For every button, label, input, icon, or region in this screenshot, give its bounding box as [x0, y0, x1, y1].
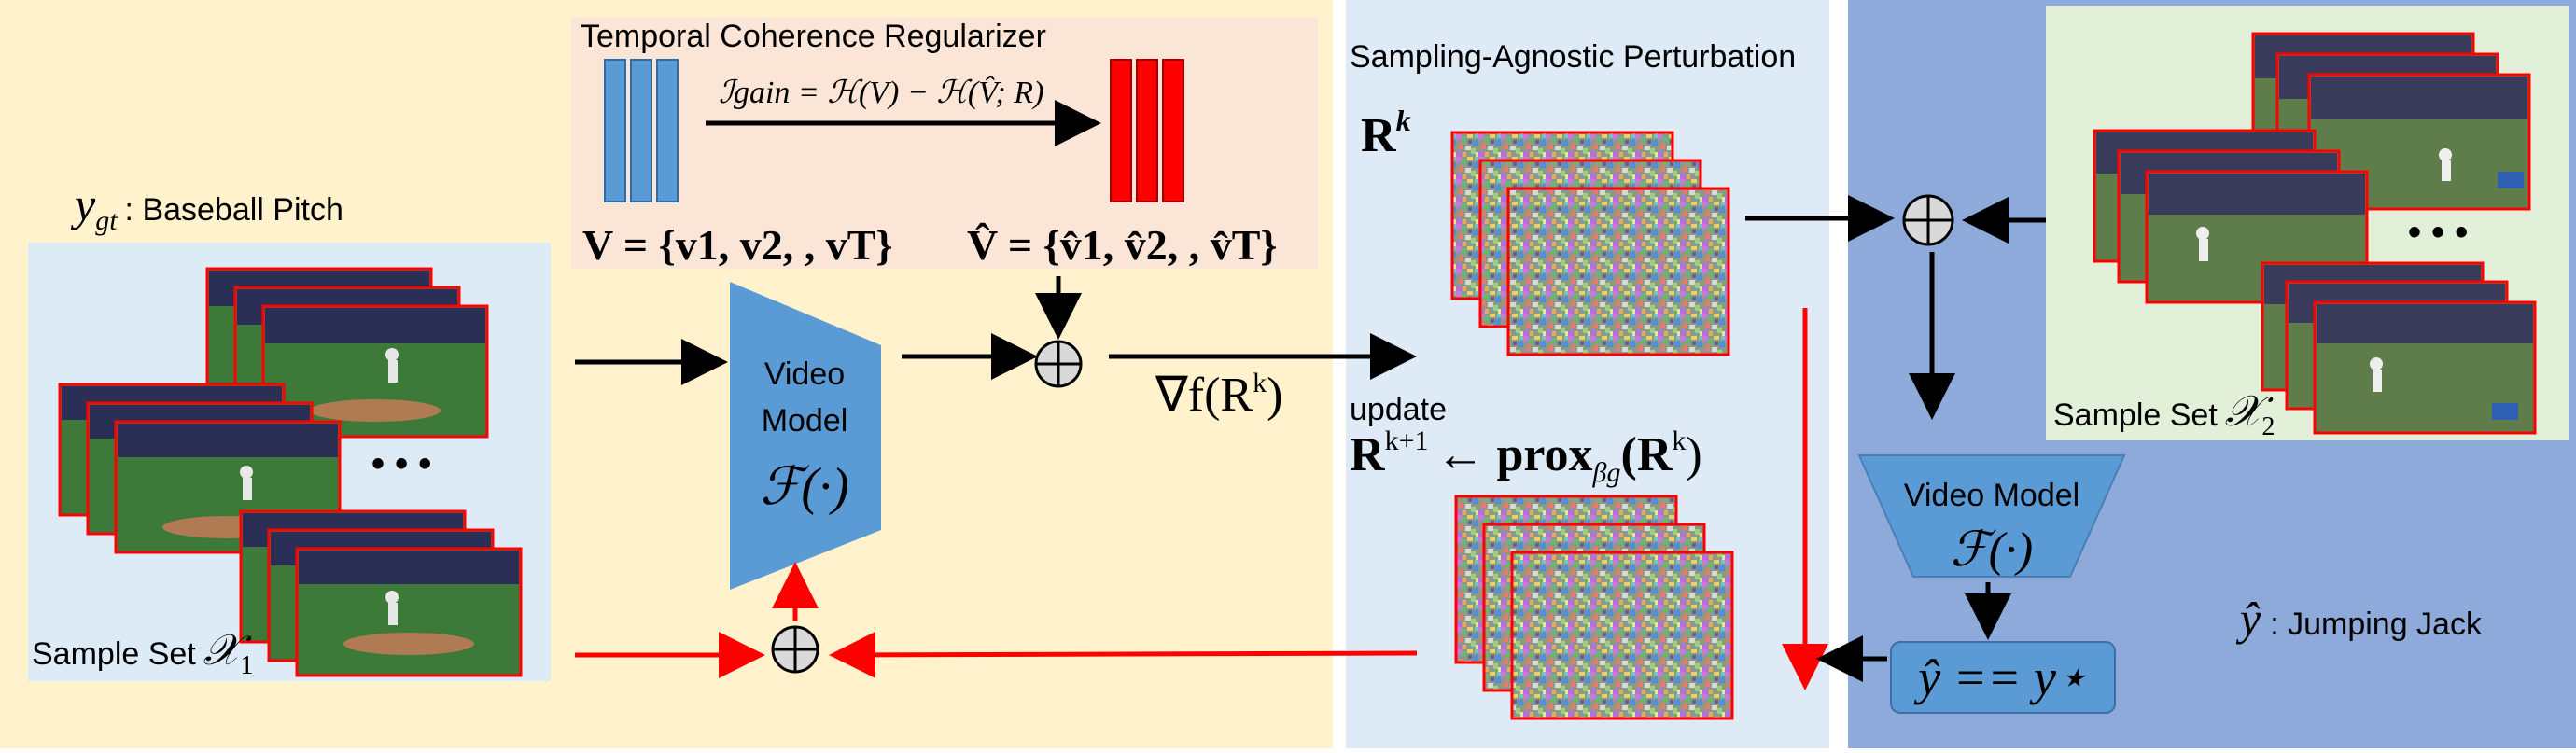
- video-model-left-line2: Model: [762, 403, 848, 439]
- sample-set-2-label: Sample Set 𝒳2: [2053, 387, 2275, 441]
- video-model-right-symbol: ℱ(·): [1951, 523, 2034, 577]
- perturbation-symbol: Rk: [1361, 104, 1411, 162]
- prediction-check: ŷ == y⋆: [1913, 649, 2088, 705]
- frame-stack-b: [58, 383, 342, 554]
- clean-feature-bars: [604, 59, 679, 202]
- video-model-right: [1857, 454, 2126, 578]
- gradient-label: ∇f(Rk): [1155, 368, 1282, 422]
- ellipsis-2: • • •: [2408, 212, 2468, 253]
- video-model-right-line1: Video Model: [1904, 478, 2079, 513]
- perturbation-stack-bottom: [1454, 495, 1734, 720]
- perturbation-frame: [1510, 551, 1734, 720]
- sum-node-bottom: [771, 625, 819, 674]
- info-gain-formula: ℐgain = ℋ(V) − ℋ(V̂; R): [719, 75, 1043, 110]
- video-frame: [295, 547, 523, 677]
- frame-stack-a: [205, 267, 489, 439]
- perturbation-frame: [1506, 187, 1730, 356]
- frame-stack-f: [2261, 261, 2537, 435]
- red-perturbation-back-arrow: [829, 631, 1418, 678]
- update-label: update: [1350, 392, 1447, 427]
- clean-features-formula: V = {v1, v2, , vT}: [582, 221, 893, 269]
- video-frame: [2313, 300, 2537, 435]
- prox-update-formula: Rk+1 ← proxβg(Rk): [1350, 425, 1702, 488]
- regularizer-box: [571, 17, 1318, 269]
- adversarial-features-formula: V̂ = {v̂1, v̂2, , v̂T}: [967, 221, 1278, 269]
- video-model-left: [730, 282, 881, 590]
- video-model-left-symbol: ℱ(·): [760, 458, 848, 516]
- predicted-label: ŷ: Jumping Jack: [2235, 593, 2483, 645]
- ellipsis-1: • • •: [371, 443, 431, 484]
- regularizer-title: Temporal Coherence Regularizer: [581, 19, 1046, 54]
- prediction-check-box: [1890, 641, 2116, 714]
- ground-truth-label: ygt: Baseball Pitch: [70, 178, 343, 236]
- sum-node-right: [1902, 194, 1954, 246]
- adversarial-feature-bars: [1110, 59, 1184, 202]
- perturbation-stack-top: [1450, 131, 1730, 356]
- perturbation-title: Sampling-Agnostic Perturbation: [1350, 39, 1796, 75]
- frame-stack-c: [239, 509, 523, 677]
- video-model-left-line1: Video: [764, 356, 845, 392]
- sum-node-top: [1034, 340, 1083, 388]
